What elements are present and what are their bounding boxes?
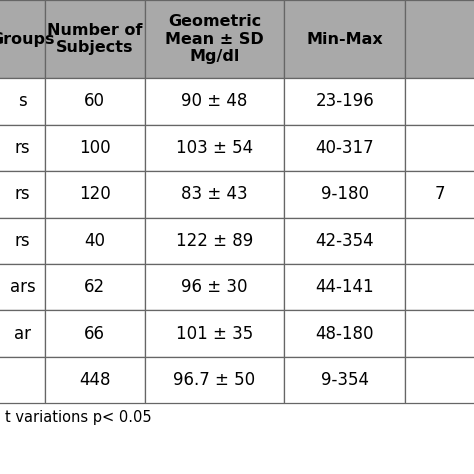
Bar xyxy=(284,218,405,264)
Bar xyxy=(145,218,284,264)
Text: 44-141: 44-141 xyxy=(316,278,374,296)
Bar xyxy=(0,218,45,264)
Text: 101 ± 35: 101 ± 35 xyxy=(176,325,253,343)
Bar xyxy=(405,171,474,218)
Text: s: s xyxy=(18,92,27,110)
Bar xyxy=(0,78,45,125)
Text: 83 ± 43: 83 ± 43 xyxy=(181,185,248,203)
Bar xyxy=(145,310,284,357)
Bar xyxy=(45,78,145,125)
Bar xyxy=(145,357,284,403)
Bar xyxy=(405,218,474,264)
Bar xyxy=(284,125,405,171)
Text: Geometric
Mean ± SD
Mg/dl: Geometric Mean ± SD Mg/dl xyxy=(165,14,264,64)
Text: 9-354: 9-354 xyxy=(321,371,369,389)
Bar xyxy=(284,171,405,218)
Bar xyxy=(0,171,45,218)
Bar xyxy=(405,264,474,310)
Text: Number of
Subjects: Number of Subjects xyxy=(47,23,143,55)
Bar xyxy=(0,357,45,403)
Text: 7: 7 xyxy=(434,185,445,203)
Bar xyxy=(284,264,405,310)
Bar xyxy=(45,264,145,310)
Bar xyxy=(45,357,145,403)
Bar xyxy=(0,264,45,310)
Text: 90 ± 48: 90 ± 48 xyxy=(181,92,248,110)
Text: rs: rs xyxy=(15,139,30,157)
Text: Min-Max: Min-Max xyxy=(307,32,383,46)
Bar xyxy=(45,0,145,78)
Bar xyxy=(284,357,405,403)
Bar xyxy=(145,0,284,78)
Text: 448: 448 xyxy=(79,371,110,389)
Text: 122 ± 89: 122 ± 89 xyxy=(176,232,253,250)
Text: 40: 40 xyxy=(84,232,105,250)
Bar xyxy=(405,0,474,78)
Bar xyxy=(145,171,284,218)
Text: ars: ars xyxy=(9,278,36,296)
Text: rs: rs xyxy=(15,232,30,250)
Bar xyxy=(45,218,145,264)
Text: 103 ± 54: 103 ± 54 xyxy=(176,139,253,157)
Text: 62: 62 xyxy=(84,278,105,296)
Bar xyxy=(45,125,145,171)
Text: ar: ar xyxy=(14,325,31,343)
Bar xyxy=(45,171,145,218)
Text: rs: rs xyxy=(15,185,30,203)
Bar xyxy=(0,125,45,171)
Text: 9-180: 9-180 xyxy=(321,185,369,203)
Bar xyxy=(284,0,405,78)
Bar xyxy=(45,310,145,357)
Bar xyxy=(145,78,284,125)
Text: 66: 66 xyxy=(84,325,105,343)
Text: Groups: Groups xyxy=(0,32,55,46)
Text: 120: 120 xyxy=(79,185,110,203)
Text: 96 ± 30: 96 ± 30 xyxy=(181,278,248,296)
Bar xyxy=(284,78,405,125)
Text: 48-180: 48-180 xyxy=(316,325,374,343)
Text: 60: 60 xyxy=(84,92,105,110)
Bar xyxy=(405,357,474,403)
Bar xyxy=(0,310,45,357)
Bar xyxy=(0,0,45,78)
Bar xyxy=(405,78,474,125)
Bar xyxy=(284,310,405,357)
Bar xyxy=(145,264,284,310)
Text: 40-317: 40-317 xyxy=(316,139,374,157)
Text: t variations p< 0.05: t variations p< 0.05 xyxy=(5,410,151,426)
Text: 23-196: 23-196 xyxy=(316,92,374,110)
Bar xyxy=(405,125,474,171)
Text: 96.7 ± 50: 96.7 ± 50 xyxy=(173,371,255,389)
Text: 100: 100 xyxy=(79,139,110,157)
Bar xyxy=(145,125,284,171)
Bar xyxy=(405,310,474,357)
Text: 42-354: 42-354 xyxy=(316,232,374,250)
